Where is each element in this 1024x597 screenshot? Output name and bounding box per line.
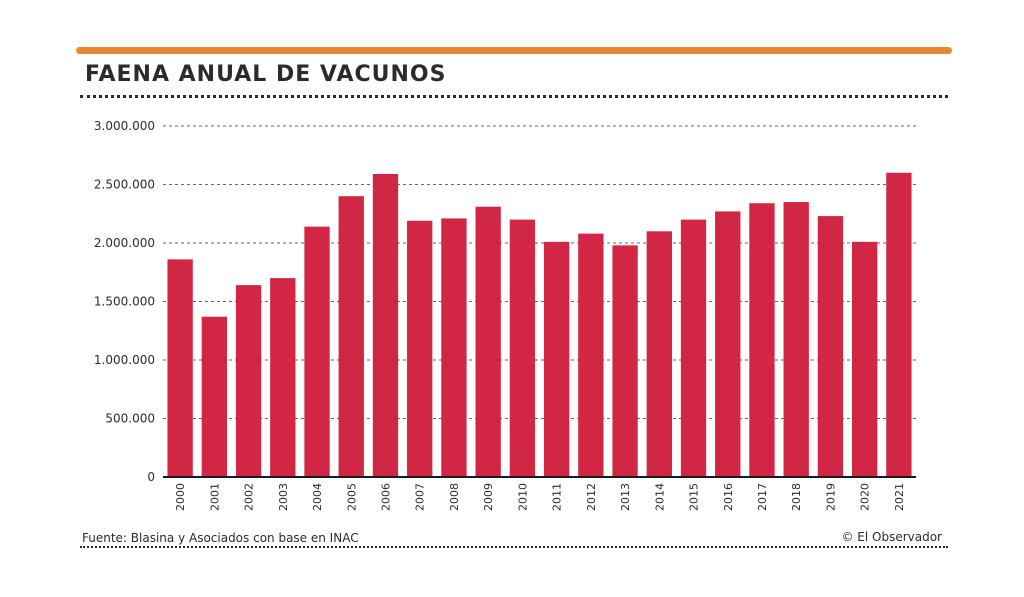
bar-2012 (578, 233, 604, 477)
bar-2015 (680, 219, 707, 477)
x-tick-label: 2021 (893, 483, 906, 511)
bar-2019 (817, 216, 844, 477)
y-tick-label: 1.500.000 (94, 295, 155, 309)
bar-2002 (235, 285, 262, 477)
y-tick-label: 0 (147, 470, 155, 484)
x-tick-label: 2020 (859, 483, 872, 511)
x-tick-label: 2010 (516, 483, 529, 511)
x-tick-label: 2000 (174, 483, 187, 511)
bar-2014 (646, 231, 672, 477)
x-tick-label: 2006 (379, 483, 392, 511)
bar-2009 (475, 206, 501, 478)
x-tick-label: 2008 (448, 483, 461, 511)
bar-2008 (441, 218, 467, 477)
bars (167, 172, 912, 478)
x-tick-label: 2019 (824, 483, 837, 511)
x-tick-label: 2013 (619, 483, 632, 511)
x-tick-label: 2014 (653, 483, 666, 511)
y-tick-label: 2.500.000 (94, 178, 155, 192)
y-tick-label: 500.000 (105, 412, 155, 426)
bar-2000 (167, 259, 193, 477)
y-axis-ticks: 0 500.000 1.000.000 1.500.000 2.000.000 2.500… (94, 119, 155, 484)
x-tick-label: 2011 (551, 483, 564, 511)
bar-2007 (407, 220, 433, 477)
bar-2001 (201, 316, 228, 477)
x-tick-label: 2017 (756, 483, 769, 511)
bar-2020 (851, 241, 878, 477)
x-tick-label: 2004 (311, 483, 324, 511)
x-axis-ticks: 2000 2001 2002 2003 2004 2005 2006 2007 2008 2009… (174, 483, 906, 511)
bar-2017 (749, 203, 775, 477)
x-tick-label: 2009 (482, 483, 495, 511)
x-tick-label: 2018 (790, 483, 803, 511)
x-tick-label: 2012 (585, 483, 598, 511)
bar-2006 (372, 173, 399, 477)
bar-2010 (509, 219, 536, 477)
title-divider (80, 95, 948, 98)
bar-2005 (338, 196, 364, 477)
y-tick-label: 2.000.000 (94, 236, 155, 250)
source-note: Fuente: Blasina y Asociados con base en … (82, 531, 359, 545)
footer-divider (80, 546, 948, 548)
x-tick-label: 2005 (345, 483, 358, 511)
bar-2011 (543, 241, 570, 477)
x-tick-label: 2002 (243, 483, 256, 511)
bar-2004 (304, 226, 330, 477)
credit-note: © El Observador (841, 530, 942, 544)
x-tick-label: 2016 (722, 483, 735, 511)
top-accent-rule (76, 47, 952, 54)
x-tick-label: 2015 (688, 483, 701, 511)
y-tick-label: 1.000.000 (94, 353, 155, 367)
x-tick-label: 2007 (414, 483, 427, 511)
chart-title: FAENA ANUAL DE VACUNOS (85, 62, 447, 87)
x-tick-label: 2003 (277, 483, 290, 511)
x-tick-label: 2001 (208, 483, 221, 511)
bar-2021 (886, 172, 912, 478)
bar-2016 (715, 211, 741, 477)
y-tick-label: 3.000.000 (94, 119, 155, 133)
bar-2013 (612, 245, 638, 477)
bar-2018 (783, 202, 809, 478)
bar-2003 (270, 278, 296, 477)
